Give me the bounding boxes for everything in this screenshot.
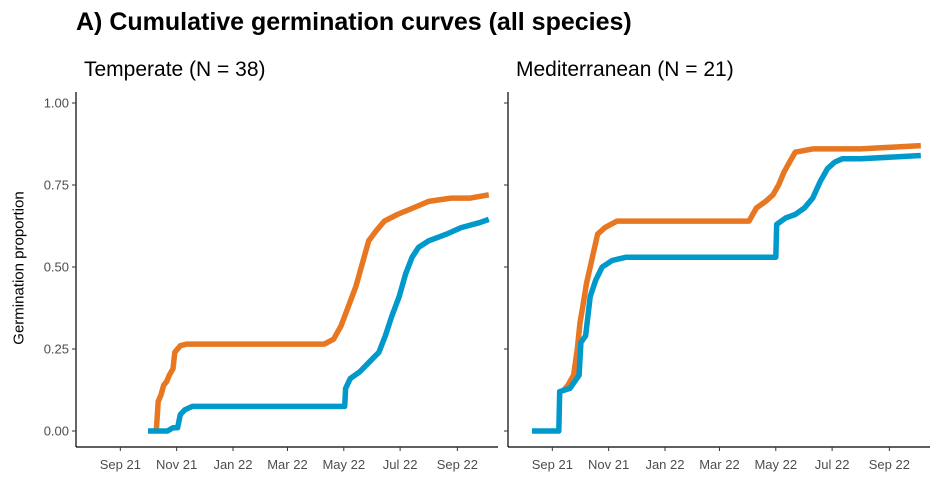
x-tick-label: May 22 [754,457,797,472]
panel-title-mediterranean: Mediterranean (N = 21) [516,58,734,81]
y-tick-label: 0.75 [44,178,69,193]
x-tick-label: Sep 21 [532,457,573,472]
x-tick-label: Nov 21 [156,457,197,472]
x-tick-label: Jul 22 [815,457,850,472]
x-tick-label: May 22 [322,457,365,472]
x-tick-label: Nov 21 [588,457,629,472]
chart-title: A) Cumulative germination curves (all sp… [76,8,632,36]
y-tick-label: 1.00 [44,96,69,111]
x-tick-label: Sep 22 [437,457,478,472]
x-tick-label: Jul 22 [383,457,418,472]
series-line-blue [148,216,490,434]
y-tick-label: 0.25 [44,342,69,357]
x-tick-label: Sep 22 [869,457,910,472]
series-line-blue [532,152,921,434]
x-tick-label: Sep 21 [100,457,141,472]
y-tick-label: 0.00 [44,424,69,439]
x-tick-label: Jan 22 [645,457,684,472]
x-tick-label: Mar 22 [699,457,739,472]
x-tick-label: Mar 22 [267,457,307,472]
x-tick-label: Jan 22 [213,457,252,472]
y-tick-label: 0.50 [44,260,69,275]
series-line-orange [153,192,490,432]
panel-title-temperate: Temperate (N = 38) [84,58,266,81]
series-line-orange [560,142,921,394]
